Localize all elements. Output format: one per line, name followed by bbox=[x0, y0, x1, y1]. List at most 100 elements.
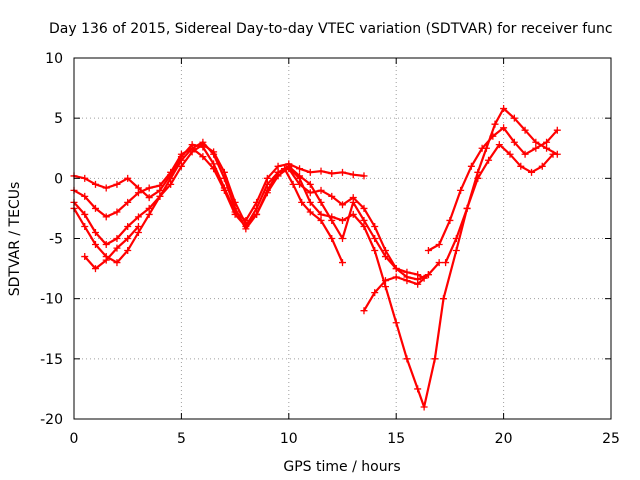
data-point bbox=[113, 180, 121, 188]
data-point bbox=[281, 165, 289, 173]
series-line bbox=[72, 107, 559, 409]
x-tick-label: 15 bbox=[387, 431, 405, 447]
data-point bbox=[188, 144, 196, 152]
data-point bbox=[91, 180, 99, 188]
data-point bbox=[317, 210, 325, 218]
data-point bbox=[360, 204, 368, 212]
series-track-9 bbox=[442, 141, 557, 267]
data-point bbox=[521, 150, 529, 158]
data-point bbox=[371, 222, 379, 230]
y-axis-tick-labels: -20 -15 -10 -5 0 5 10 bbox=[40, 51, 63, 428]
y-tick-label: -5 bbox=[49, 232, 63, 248]
data-point bbox=[306, 198, 314, 206]
data-point bbox=[177, 156, 185, 164]
data-point bbox=[113, 208, 121, 216]
data-point bbox=[113, 259, 121, 267]
y-axis-title: SDTVAR / TECUs bbox=[7, 182, 23, 297]
data-point bbox=[392, 273, 400, 281]
data-point bbox=[124, 174, 132, 182]
data-point bbox=[371, 247, 379, 255]
data-point bbox=[156, 192, 164, 200]
y-tick-label: -20 bbox=[40, 412, 63, 428]
x-axis-tick-labels: 0 5 10 15 20 25 bbox=[70, 431, 620, 447]
data-point bbox=[317, 167, 325, 175]
y-tick-label: -15 bbox=[40, 352, 63, 368]
data-point bbox=[532, 138, 540, 146]
data-point bbox=[510, 138, 518, 146]
data-point bbox=[431, 355, 439, 363]
data-point bbox=[435, 241, 443, 249]
data-point bbox=[306, 208, 314, 216]
data-point bbox=[339, 235, 346, 242]
series-line bbox=[444, 143, 555, 264]
data-point bbox=[134, 189, 142, 197]
data-point bbox=[91, 228, 99, 236]
data-point bbox=[414, 385, 422, 393]
data-point bbox=[424, 247, 432, 255]
data-point bbox=[339, 216, 346, 224]
chart-title: Day 136 of 2015, Sidereal Day-to-day VTE… bbox=[49, 21, 613, 37]
data-point bbox=[439, 295, 447, 303]
axis-ticks bbox=[73, 57, 612, 420]
x-tick-label: 20 bbox=[495, 431, 513, 447]
data-point bbox=[414, 280, 422, 288]
data-point bbox=[478, 144, 486, 152]
x-tick-label: 25 bbox=[602, 431, 620, 447]
data-point bbox=[81, 210, 89, 218]
data-point bbox=[371, 235, 379, 242]
data-point bbox=[199, 153, 207, 161]
data-point bbox=[381, 283, 389, 291]
data-point bbox=[210, 165, 218, 173]
data-point bbox=[328, 192, 336, 200]
data-point bbox=[452, 247, 460, 255]
data-point bbox=[81, 253, 89, 261]
series-track-6 bbox=[281, 165, 346, 267]
series-line bbox=[72, 143, 366, 222]
data-point bbox=[253, 210, 261, 218]
x-tick-label: 10 bbox=[280, 431, 298, 447]
data-point bbox=[543, 138, 551, 146]
data-point bbox=[360, 307, 368, 315]
data-point bbox=[145, 184, 153, 192]
data-point bbox=[517, 162, 525, 170]
data-point bbox=[467, 162, 475, 170]
data-point bbox=[306, 168, 314, 176]
y-tick-label: 0 bbox=[54, 171, 63, 187]
series-track-7 bbox=[360, 271, 432, 315]
data-point bbox=[242, 225, 250, 233]
data-point bbox=[349, 210, 357, 218]
data-point bbox=[435, 259, 443, 267]
data-point bbox=[543, 144, 551, 152]
data-point bbox=[81, 192, 89, 200]
data-point bbox=[339, 259, 346, 267]
data-point bbox=[495, 141, 503, 149]
data-point bbox=[317, 198, 325, 206]
data-point bbox=[485, 156, 493, 164]
data-point bbox=[317, 216, 325, 224]
data-point bbox=[328, 170, 336, 178]
data-point bbox=[463, 204, 471, 212]
data-point bbox=[489, 132, 497, 140]
y-tick-label: -10 bbox=[40, 292, 63, 308]
data-point bbox=[177, 150, 185, 158]
data-point bbox=[91, 204, 99, 212]
data-point bbox=[474, 174, 482, 182]
data-point bbox=[113, 235, 121, 242]
data-point bbox=[296, 165, 304, 173]
data-point bbox=[298, 198, 306, 206]
data-point bbox=[306, 180, 314, 188]
data-point bbox=[328, 216, 336, 224]
data-point bbox=[553, 126, 561, 134]
data-point bbox=[328, 235, 336, 242]
data-point bbox=[102, 213, 110, 221]
data-point bbox=[371, 289, 379, 297]
data-point bbox=[156, 182, 164, 190]
data-point bbox=[339, 168, 346, 176]
data-point bbox=[538, 162, 546, 170]
series-line bbox=[427, 126, 559, 252]
x-axis-title: GPS time / hours bbox=[283, 459, 400, 475]
data-point bbox=[452, 235, 460, 242]
data-point bbox=[360, 216, 368, 224]
data-point bbox=[274, 162, 282, 170]
